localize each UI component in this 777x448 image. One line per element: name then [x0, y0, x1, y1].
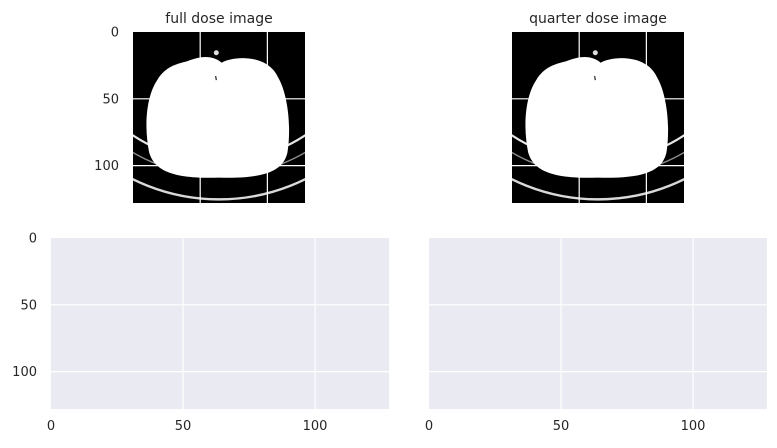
surface-marker	[592, 50, 598, 56]
panel-2: quarter dose image	[512, 11, 684, 203]
x-tick-label: 0	[425, 419, 433, 434]
y-tick-label: 50	[20, 298, 37, 313]
y-tick-label: 100	[12, 365, 37, 380]
patient-body	[146, 56, 290, 178]
y-tick-label: 0	[29, 232, 37, 247]
axes-background	[51, 238, 389, 409]
x-tick-label: 0	[47, 419, 55, 434]
x-tick-label: 50	[553, 419, 570, 434]
x-tick-label: 100	[303, 419, 328, 434]
dark-speck	[594, 75, 596, 81]
table-arc	[133, 177, 305, 201]
patient-body	[525, 56, 669, 178]
panel-title: quarter dose image	[529, 11, 667, 27]
table-arc	[512, 177, 684, 201]
x-tick-label: 100	[681, 419, 706, 434]
ct-image	[133, 32, 305, 203]
panel-1: full dose image 0 50 100	[94, 11, 305, 203]
dark-speck	[215, 75, 217, 81]
y-tick-label: 0	[111, 26, 119, 41]
x-tick-label: 50	[175, 419, 192, 434]
y-tick-label: 100	[94, 159, 119, 174]
y-tick-label: 50	[102, 92, 119, 107]
panel-3: 0 50 100 0 50 100	[12, 232, 389, 434]
surface-marker	[213, 50, 219, 56]
panel-title: full dose image	[165, 11, 272, 27]
panel-4: 0 50 100	[425, 238, 767, 434]
axes-background	[429, 238, 767, 409]
ct-image	[512, 32, 684, 203]
